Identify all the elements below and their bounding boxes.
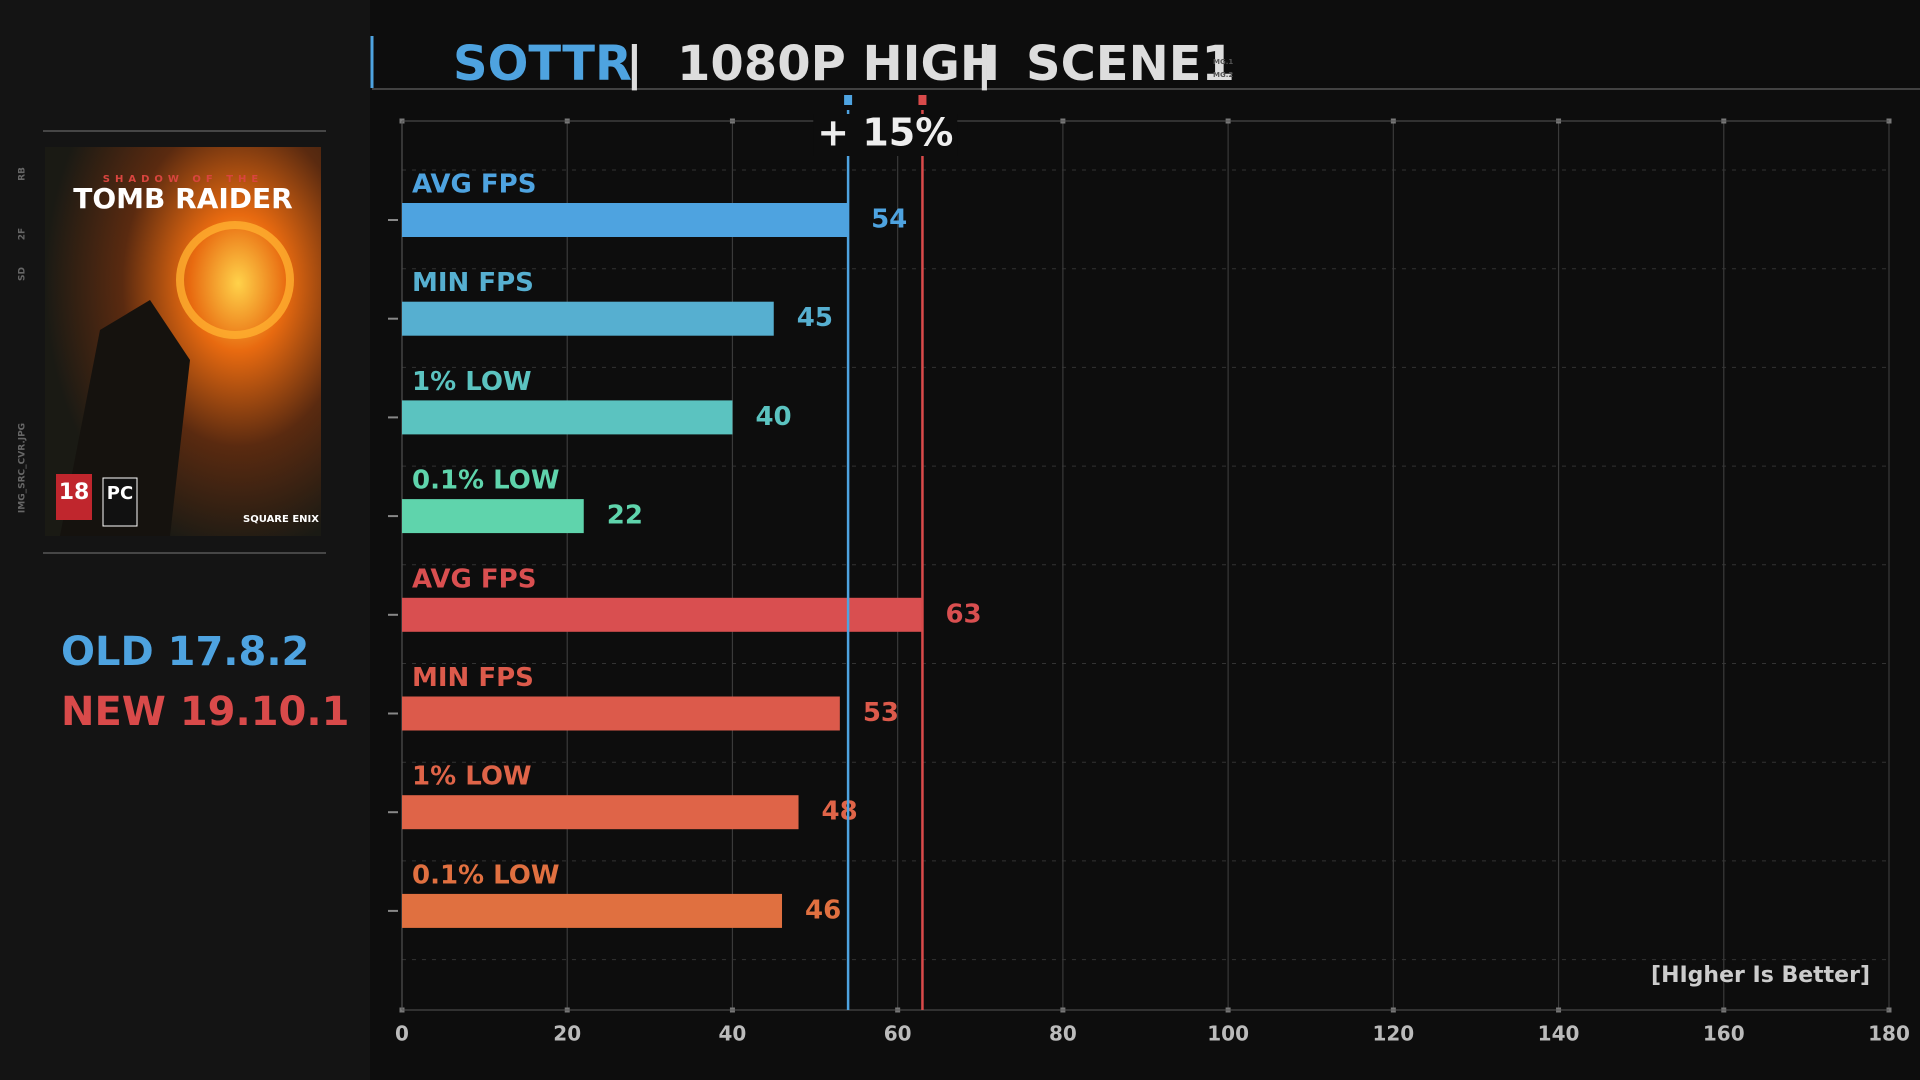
x-tick-label: 80: [1049, 1022, 1077, 1046]
bar: [402, 203, 849, 237]
x-tick-label: 100: [1207, 1022, 1249, 1046]
title-tag: MG.2: [1213, 71, 1233, 79]
value-label: 45: [797, 303, 833, 333]
cover-text: 18: [59, 480, 90, 505]
note: [HIgher Is Better]: [1651, 963, 1870, 988]
bar: [402, 893, 783, 928]
annotation-bg: [813, 114, 958, 156]
cover-frame: [43, 130, 326, 554]
bar: [402, 301, 774, 336]
cover-text: TOMB RAIDER: [73, 182, 292, 215]
bar: [402, 597, 923, 632]
annotation: + 15%: [817, 111, 953, 155]
title-game: SOTTR: [453, 36, 632, 92]
reference-marker: [844, 95, 853, 105]
bar-label: AVG FPS: [412, 564, 536, 594]
legend-entry: OLD 17.8.2: [61, 629, 309, 675]
bar-label: MIN FPS: [412, 663, 534, 693]
bar-label: 1% LOW: [412, 762, 532, 792]
side-label: RB: [18, 167, 28, 181]
side-label: SD: [18, 267, 28, 281]
value-label: 22: [607, 501, 643, 531]
x-tick-label: 20: [553, 1022, 581, 1046]
side-label: IMG_SRC_CVR.JPG: [18, 423, 28, 513]
cover-text: PC: [107, 483, 133, 504]
cover-text: SHADOW OF THE: [103, 174, 263, 185]
x-tick-label: 40: [719, 1022, 747, 1046]
x-tick-label: 120: [1372, 1022, 1414, 1046]
bar-label: AVG FPS: [412, 170, 536, 200]
x-tick-label: 0: [395, 1022, 409, 1046]
title-sep: |: [976, 37, 993, 92]
legend-entry: NEW 19.10.1: [61, 689, 349, 735]
bar: [402, 696, 840, 731]
bar: [402, 795, 799, 830]
value-label: 54: [871, 205, 907, 235]
x-tick-label: 60: [884, 1022, 912, 1046]
bar-label: MIN FPS: [412, 268, 534, 298]
x-tick-label: 180: [1868, 1022, 1910, 1046]
value-label: 53: [863, 698, 899, 728]
bar-label: 0.1% LOW: [412, 466, 560, 496]
value-label: 63: [945, 599, 981, 629]
bar: [402, 400, 733, 435]
title-sep: |: [626, 37, 643, 92]
value-label: 46: [805, 895, 841, 925]
title-setting: 1080P HIGH: [677, 36, 1000, 92]
title-scene: SCENE1: [1026, 36, 1235, 92]
reference-marker: [918, 95, 927, 105]
cover-text: SQUARE ENIX: [243, 514, 319, 525]
bar-label: 1% LOW: [412, 367, 532, 397]
title-tag: MG.1: [1213, 58, 1233, 66]
side-label: 2F: [18, 228, 28, 240]
bar-label: 0.1% LOW: [412, 860, 560, 890]
x-tick-label: 160: [1703, 1022, 1745, 1046]
value-label: 48: [822, 797, 858, 827]
bar: [402, 499, 584, 534]
cover-art: SHADOW OF THE TOMB RAIDER 18 PC SQUARE E…: [45, 147, 321, 536]
x-tick-label: 140: [1538, 1022, 1580, 1046]
value-label: 40: [755, 402, 791, 432]
